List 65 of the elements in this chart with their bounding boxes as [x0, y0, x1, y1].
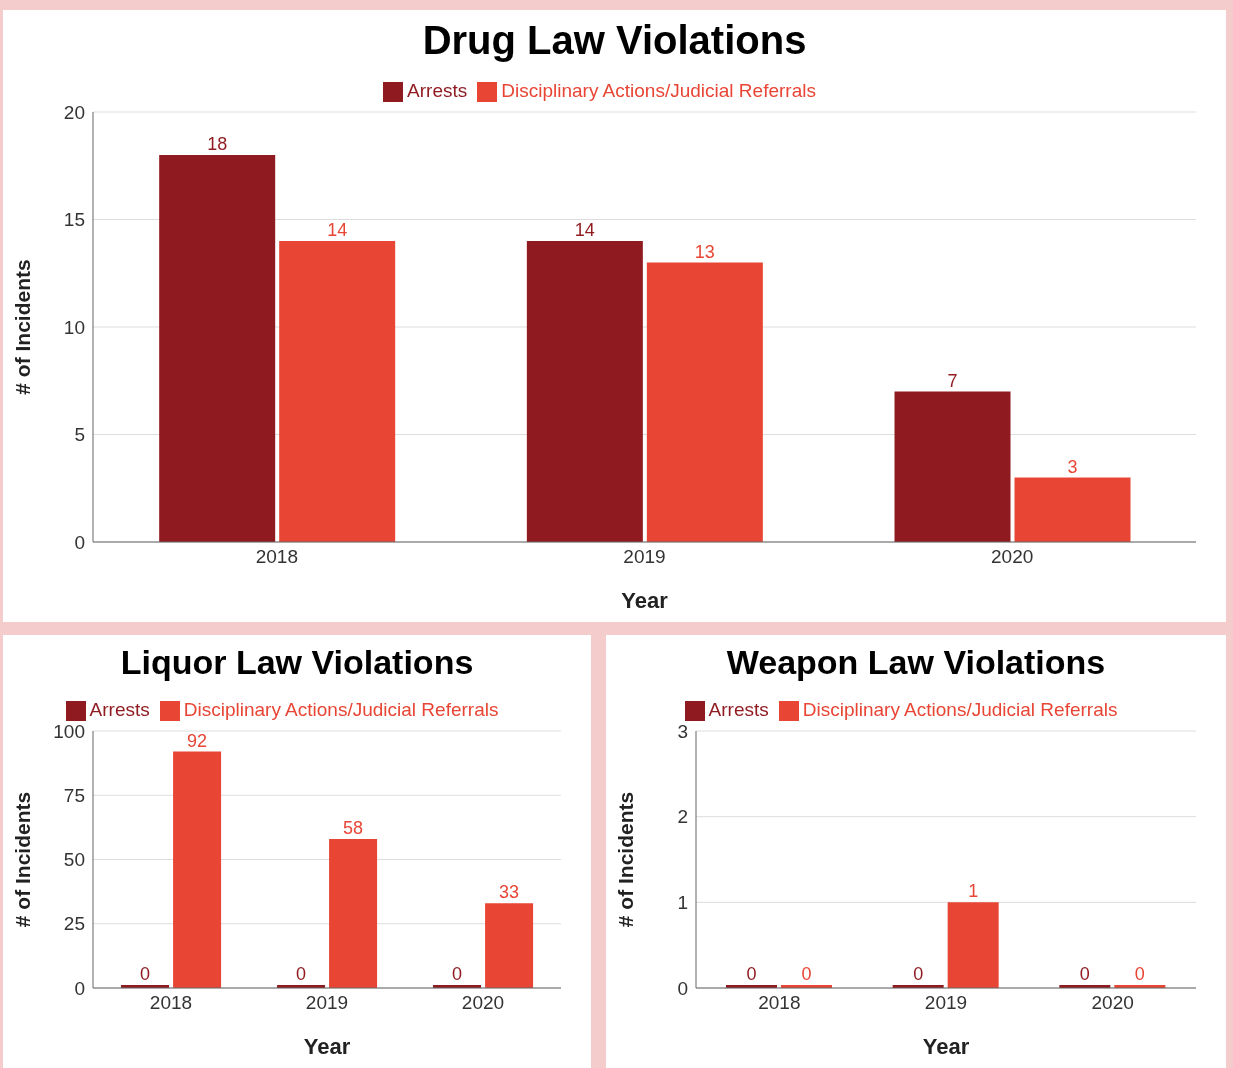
x-tick-label: 2020: [1091, 992, 1134, 1014]
y-tick-label: 75: [63, 784, 85, 806]
data-label: 14: [327, 220, 348, 240]
bar: [329, 838, 378, 988]
data-label: 18: [207, 134, 228, 154]
data-label: 3: [1067, 456, 1078, 477]
data-label: 14: [574, 220, 595, 240]
y-tick-label: 10: [63, 316, 85, 338]
chart-title: Drug Law Violations: [421, 18, 808, 64]
y-tick-label: 20: [63, 101, 85, 123]
y-axis-title: # of Incidents: [11, 791, 35, 928]
x-tick-label: 2019: [305, 992, 349, 1014]
data-label: 0: [913, 964, 924, 984]
legend-label: Disciplinary Actions/Judicial Referrals: [183, 699, 499, 720]
y-tick-label: 25: [63, 913, 85, 935]
x-tick-label: 2020: [991, 546, 1034, 568]
bar: [485, 903, 534, 988]
y-tick-label: 15: [63, 209, 85, 231]
x-tick-label: 2020: [461, 992, 505, 1014]
bar: [894, 391, 1011, 542]
y-tick-label: 2: [677, 806, 688, 828]
data-label: 0: [1079, 964, 1090, 984]
x-axis-title: Year: [621, 588, 669, 613]
y-tick-label: 100: [53, 720, 85, 742]
y-axis-title: # of Incidents: [614, 791, 638, 928]
y-tick-label: 50: [63, 849, 85, 871]
y-tick-label: 0: [677, 977, 688, 999]
bar: [279, 241, 396, 542]
chart-title: Liquor Law Violations: [119, 643, 475, 683]
data-label: 0: [140, 964, 151, 984]
bar: [526, 241, 643, 542]
x-axis-title: Year: [922, 1034, 970, 1059]
data-label: 7: [947, 370, 958, 391]
data-label: 13: [694, 241, 715, 262]
data-label: 0: [452, 964, 463, 984]
legend-label: Arrests: [708, 699, 769, 720]
bar: [159, 155, 276, 542]
data-label: 0: [746, 964, 757, 984]
bar: [646, 262, 763, 542]
legend-label: Arrests: [89, 699, 150, 720]
x-tick-label: 2019: [924, 992, 968, 1014]
y-tick-label: 0: [74, 531, 85, 553]
data-label: 0: [801, 964, 812, 984]
legend-label: Arrests: [407, 80, 468, 101]
x-tick-label: 2018: [758, 992, 801, 1014]
x-tick-label: 2018: [149, 992, 193, 1014]
y-tick-label: 3: [677, 720, 688, 742]
y-tick-label: 0: [74, 977, 85, 999]
data-label: 92: [187, 730, 208, 751]
y-axis-title: # of Incidents: [11, 259, 35, 395]
y-tick-label: 5: [74, 424, 85, 446]
data-label: 1: [968, 881, 979, 902]
chart-title: Weapon Law Violations: [725, 643, 1107, 683]
y-tick-label: 1: [677, 892, 688, 914]
legend-label: Disciplinary Actions/Judicial Referrals: [802, 699, 1118, 720]
data-label: 0: [296, 964, 307, 984]
x-axis-title: Year: [303, 1034, 351, 1059]
data-label: 33: [499, 882, 520, 903]
data-label: 0: [1134, 964, 1145, 984]
x-tick-label: 2018: [255, 546, 298, 568]
x-tick-label: 2019: [623, 546, 666, 568]
bar: [1014, 477, 1131, 542]
bar: [173, 751, 222, 988]
data-label: 58: [343, 817, 364, 838]
legend-label: Disciplinary Actions/Judicial Referrals: [501, 80, 816, 101]
